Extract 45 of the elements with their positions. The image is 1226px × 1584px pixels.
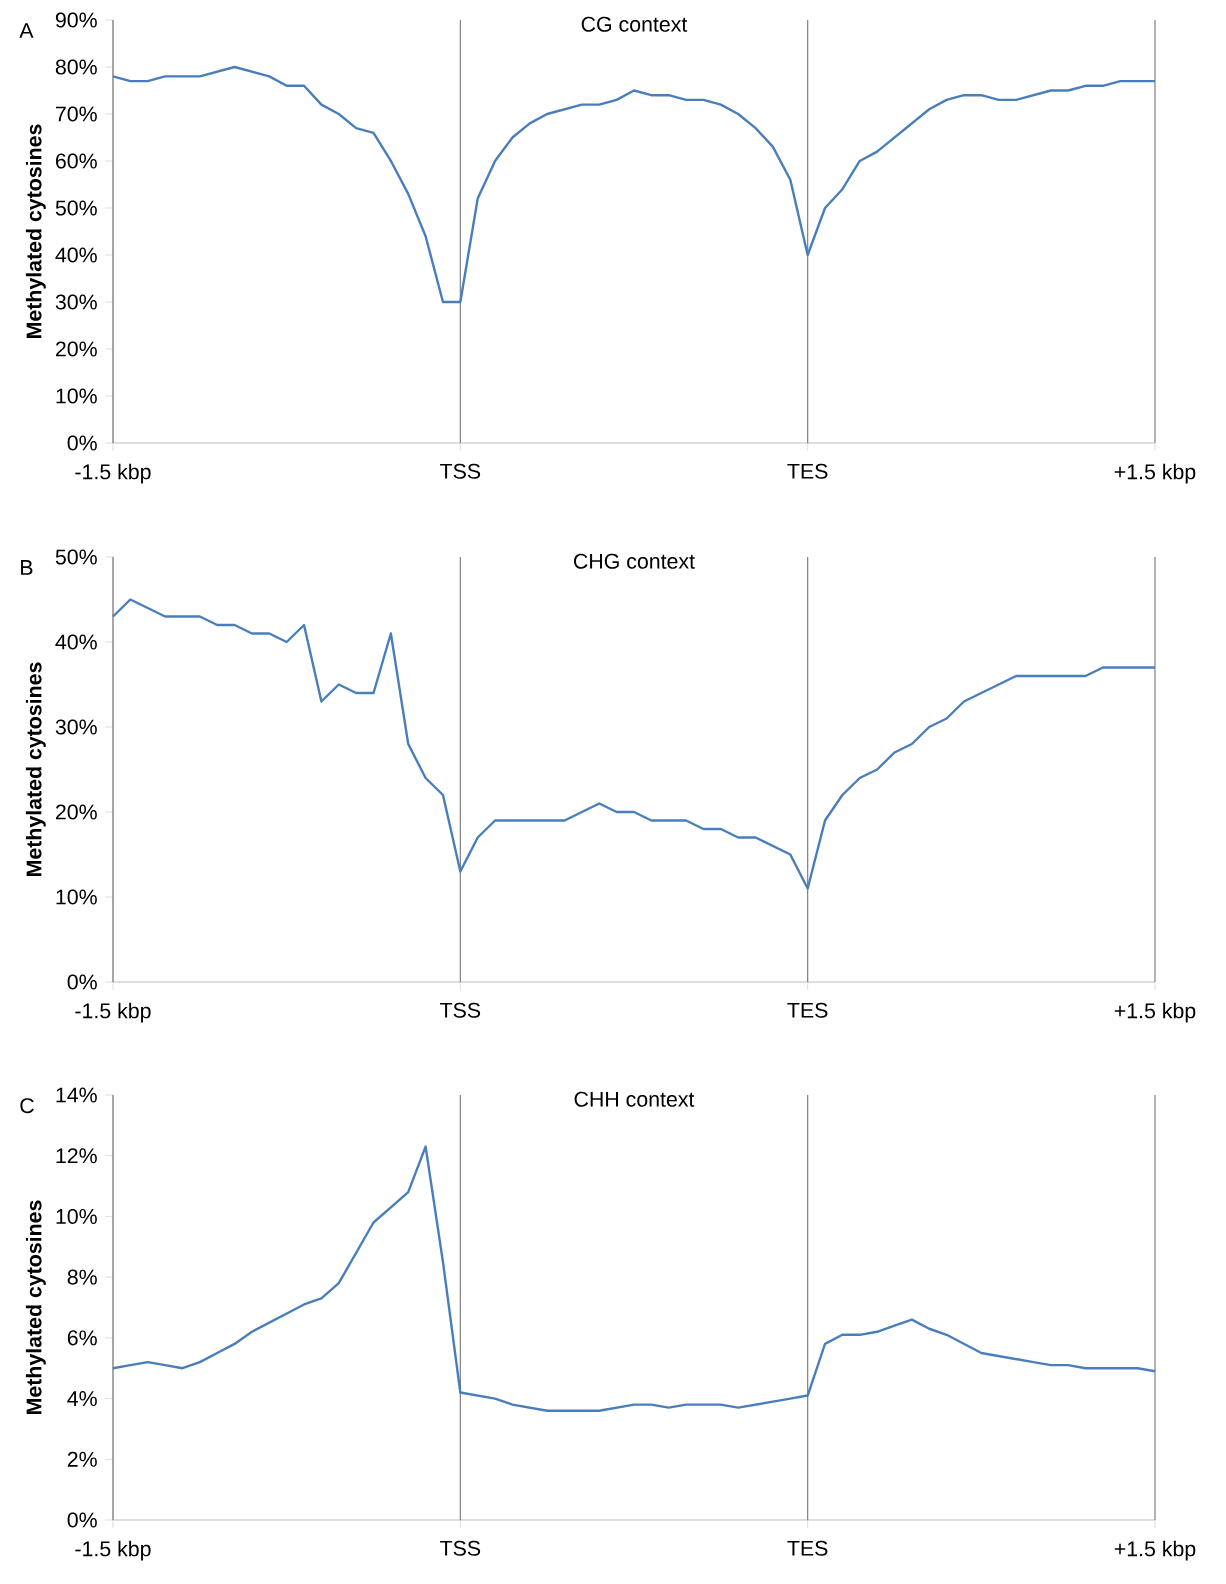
y-tick-label: 50% <box>55 200 97 216</box>
y-tick-label: 4% <box>67 1391 97 1407</box>
y-tick-label: 0% <box>67 1512 97 1528</box>
y-tick-label: 20% <box>55 341 97 357</box>
y-axis-title: Methylated cytosines <box>25 662 46 876</box>
y-tick-label: 0% <box>67 435 97 451</box>
y-tick-label: 90% <box>55 12 97 28</box>
y-tick-label: 40% <box>55 247 97 263</box>
x-tick-label: -1.5 kbp <box>75 1540 151 1561</box>
x-tick-label: TES <box>787 463 828 479</box>
text: C <box>20 1098 34 1114</box>
x-tick-label: +1.5 kbp <box>1114 463 1196 484</box>
y-tick-label: 10% <box>56 388 97 404</box>
y-axis-title: Methylated cytosines <box>25 124 46 338</box>
y-tick-label: 0% <box>67 974 97 990</box>
x-tick-label: +1.5 kbp <box>1114 1540 1196 1561</box>
y-tick-label: 10% <box>56 1208 97 1224</box>
y-tick-label: 10% <box>56 889 97 905</box>
y-tick-label: 20% <box>55 804 97 820</box>
y-tick-label: 30% <box>55 294 97 310</box>
y-tick-label: 80% <box>55 59 97 75</box>
chart-title: CG context <box>581 16 688 32</box>
x-tick-label: +1.5 kbp <box>1114 1002 1196 1023</box>
y-axis-title: Methylated cytosines <box>25 1200 46 1414</box>
y-tick-label: 70% <box>56 106 97 122</box>
x-tick-label: -1.5 kbp <box>75 463 151 484</box>
text: A <box>19 23 34 38</box>
y-tick-label: 40% <box>55 634 97 650</box>
text: B <box>21 560 33 575</box>
y-tick-label: 30% <box>55 719 97 735</box>
y-tick-label: 14% <box>56 1087 97 1103</box>
x-tick-label: TSS <box>440 463 481 479</box>
y-tick-label: 50% <box>55 549 97 565</box>
x-tick-label: TES <box>787 1002 828 1018</box>
y-tick-label: 2% <box>67 1451 97 1467</box>
y-tick-label: 12% <box>56 1148 97 1164</box>
y-tick-label: 60% <box>56 153 97 169</box>
x-tick-label: TSS <box>440 1540 481 1556</box>
x-tick-label: TES <box>787 1540 828 1556</box>
x-tick-label: -1.5 kbp <box>75 1002 151 1023</box>
chart-title: CHG context <box>574 553 695 569</box>
x-tick-label: TSS <box>440 1002 481 1018</box>
chart-title: CHH context <box>574 1091 695 1107</box>
y-tick-label: 8% <box>67 1269 97 1285</box>
y-tick-label: 6% <box>67 1330 97 1346</box>
